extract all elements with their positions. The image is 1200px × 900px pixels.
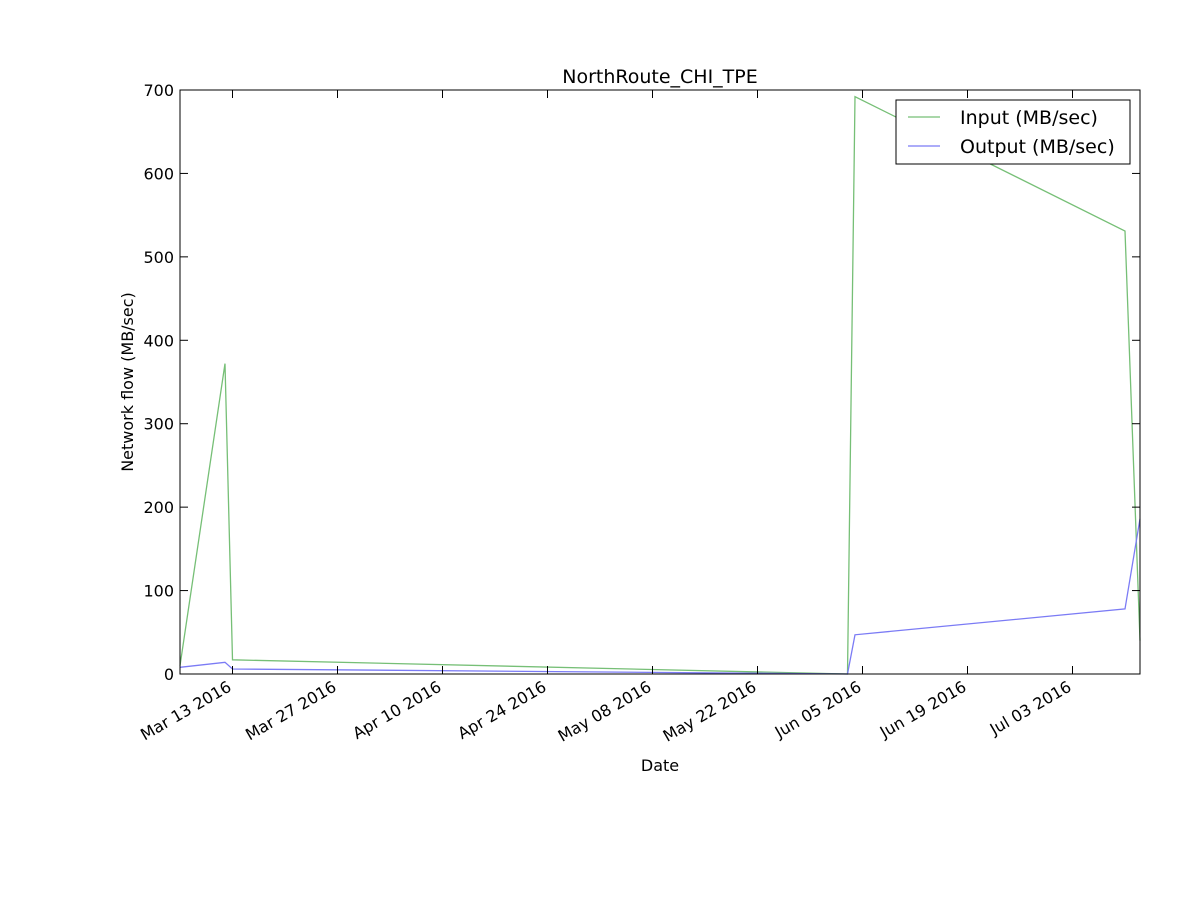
legend-label: Output (MB/sec): [960, 136, 1115, 158]
y-axis: 0 100 200 300 400 500 600 700: [143, 81, 1140, 684]
y-tick-label: 400: [143, 331, 174, 350]
legend: Input (MB/sec) Output (MB/sec): [895, 99, 1131, 165]
y-tick-label: 200: [143, 498, 174, 517]
y-tick-label: 700: [143, 81, 174, 100]
y-tick-label: 0: [164, 665, 174, 684]
y-tick-label: 500: [143, 248, 174, 267]
y-axis-title: Network flow (MB/sec): [118, 292, 137, 472]
chart-title: NorthRoute_CHI_TPE: [562, 66, 758, 88]
plot-frame: [179, 89, 1141, 675]
legend-box: [895, 99, 1131, 165]
y-tick-label: 100: [143, 582, 174, 601]
x-axis-title: Date: [641, 756, 679, 775]
y-tick-label: 300: [143, 415, 174, 434]
y-tick-label: 600: [143, 164, 174, 183]
legend-label: Input (MB/sec): [960, 107, 1098, 129]
